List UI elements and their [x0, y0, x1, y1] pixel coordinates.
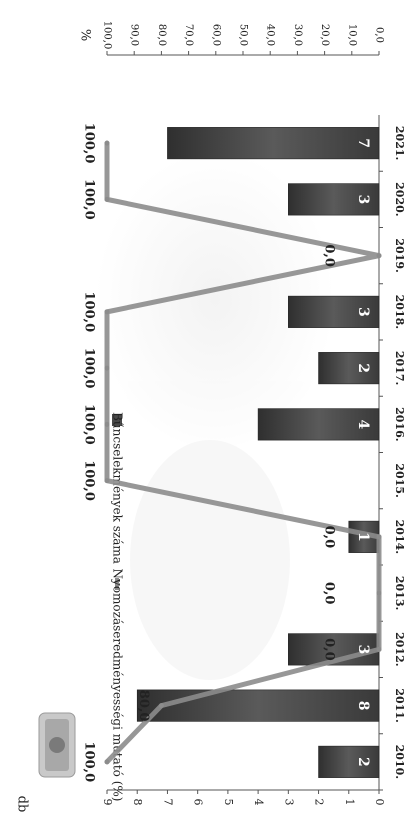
left-axis-tick-label: 1	[343, 799, 356, 806]
bar-value-label: 2	[355, 363, 371, 373]
line-value-label: 100,0	[82, 292, 97, 333]
efficiency-point	[104, 140, 110, 146]
efficiency-point	[376, 534, 382, 540]
bar-2010	[318, 745, 380, 778]
left-axis-tick-label: 5	[222, 799, 235, 806]
bar-2020	[288, 183, 380, 216]
line-value-label: 100,0	[82, 348, 97, 389]
right-axis-tick-label: 90,0	[129, 24, 140, 46]
bar-value-label: 3	[355, 645, 371, 655]
right-axis-tick-label: 0,0	[374, 27, 385, 43]
efficiency-line	[104, 140, 382, 765]
efficiency-point	[104, 759, 110, 765]
bar-value-label: 7	[355, 138, 371, 148]
efficiency-point	[104, 309, 110, 315]
category-label: 2016.	[393, 407, 406, 441]
efficiency-point	[104, 421, 110, 427]
category-label: 2015.	[393, 463, 406, 497]
bar-2016	[257, 408, 380, 441]
line-value-label: 0,0	[322, 526, 337, 549]
bar-value-label: 1	[355, 532, 371, 542]
left-axis-tick-label: 9	[101, 799, 114, 806]
bar-2017	[318, 352, 380, 385]
legend-label-bars: Bűncselekmények száma	[111, 412, 125, 564]
category-label: 2020.	[393, 182, 406, 216]
efficiency-point	[104, 196, 110, 202]
right-axis-tick-label: 80,0	[156, 24, 167, 46]
right-axis-tick-label: 60,0	[210, 24, 221, 46]
legend-label-line: Nyomozáseredményességi mutató (%)	[111, 569, 125, 802]
background-watermark	[95, 150, 335, 680]
category-label: 2018.	[393, 295, 406, 329]
line-value-label: 100,0	[82, 123, 97, 164]
data-labels: 2 8 3 1 4 2 3 3 7 100,0 80,0 0,0 0,0 0,0 100,0 100,0 100…	[82, 123, 372, 782]
legend-swatch-bars	[112, 414, 122, 426]
left-axis-tick-label: 6	[192, 799, 205, 806]
category-label: 2011.	[393, 688, 406, 722]
line-value-label: 0,0	[322, 244, 337, 267]
bar-series	[136, 127, 380, 778]
category-label: 2013.	[393, 576, 406, 610]
bar-value-label: 3	[355, 307, 371, 317]
efficiency-point	[376, 253, 382, 259]
bar-value-label: 3	[355, 195, 371, 205]
bar-2021	[167, 127, 380, 160]
left-axis-tick-label: 4	[252, 799, 265, 806]
left-axis-unit-label: db	[15, 796, 30, 813]
right-axis-tick-label: 20,0	[319, 24, 330, 46]
category-label: 2017.	[393, 351, 406, 385]
line-value-label: 0,0	[322, 638, 337, 661]
category-label: 2021.	[393, 126, 406, 160]
left-axis-tick-label: 3	[282, 799, 295, 806]
line-series	[104, 140, 382, 765]
left-axis-tick-label: 2	[313, 799, 326, 806]
bar-value-label: 4	[355, 420, 371, 430]
line-value-label: 80,0	[136, 690, 151, 722]
line-value-label: 100,0	[82, 179, 97, 220]
legend: Bűncselekmények száma Nyomozáseredményess…	[111, 412, 125, 801]
line-value-label: 0,0	[322, 582, 337, 605]
bar-value-label: 8	[355, 701, 371, 711]
efficiency-point	[376, 646, 382, 652]
category-label: 2010.	[393, 745, 406, 779]
right-axis-tick-label: 70,0	[183, 24, 194, 46]
bar-value-label: 2	[355, 757, 371, 767]
axes: 0123456789db0,010,020,030,040,050,060,07…	[15, 21, 407, 813]
category-label: 2019.	[393, 238, 406, 272]
left-axis-tick-label: 0	[373, 799, 386, 806]
efficiency-point	[376, 590, 382, 596]
category-label: 2014.	[393, 520, 406, 554]
efficiency-point	[104, 478, 110, 484]
efficiency-point	[158, 703, 164, 709]
line-value-label: 100,0	[82, 404, 97, 445]
right-axis-tick-label: 100,0	[102, 21, 113, 50]
bar-2018	[288, 295, 380, 328]
right-axis-unit-label: %	[78, 29, 93, 41]
line-value-label: 100,0	[82, 460, 97, 501]
left-axis-tick-label: 7	[161, 799, 174, 806]
efficiency-point	[104, 365, 110, 371]
right-axis-tick-label: 40,0	[265, 24, 276, 46]
line-value-label: 100,0	[82, 742, 97, 783]
category-label: 2012.	[393, 632, 406, 666]
left-axis-tick-label: 8	[131, 799, 144, 806]
right-axis-tick-label: 10,0	[346, 24, 357, 46]
police-logo	[38, 712, 76, 778]
right-axis-tick-label: 30,0	[292, 24, 303, 46]
bar-2011	[136, 689, 380, 722]
right-axis-tick-label: 50,0	[238, 24, 249, 46]
